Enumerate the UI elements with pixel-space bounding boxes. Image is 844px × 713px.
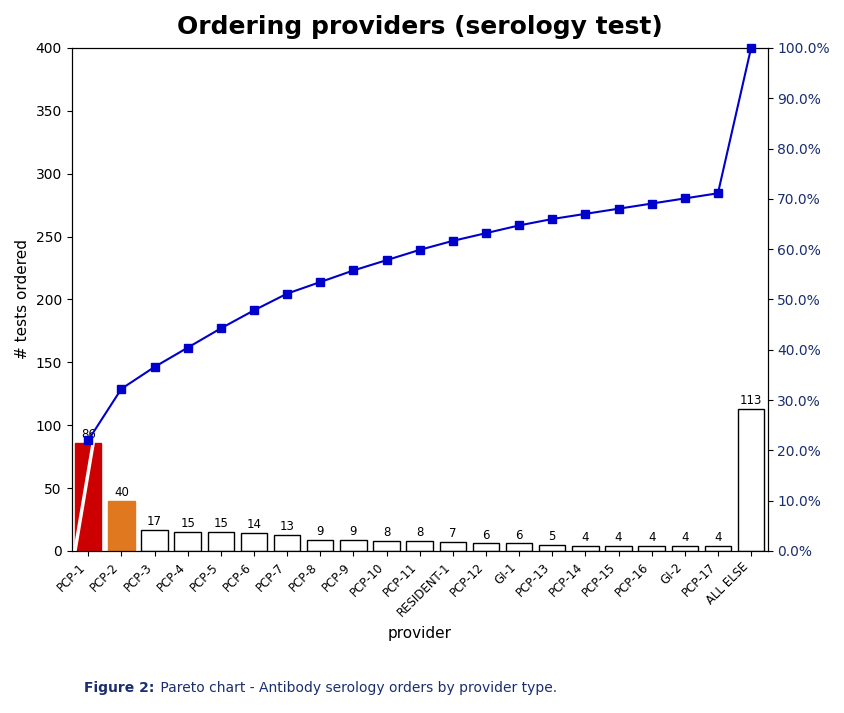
Bar (241, 533, 267, 551)
Bar (108, 501, 134, 551)
Text: 86: 86 (81, 428, 95, 441)
Bar (439, 542, 466, 551)
Text: 9: 9 (316, 525, 323, 538)
Bar (637, 546, 664, 551)
Text: 4: 4 (647, 531, 655, 544)
Text: 4: 4 (581, 531, 588, 544)
Text: Figure 2:: Figure 2: (84, 681, 154, 695)
Text: 8: 8 (415, 526, 423, 539)
Text: 40: 40 (114, 486, 128, 499)
Bar (75, 443, 101, 551)
Text: 8: 8 (382, 526, 390, 539)
Text: 13: 13 (279, 520, 295, 533)
Bar (141, 530, 168, 551)
Bar (273, 535, 300, 551)
Title: Ordering providers (serology test): Ordering providers (serology test) (176, 15, 662, 39)
Text: 113: 113 (739, 394, 761, 407)
Bar (604, 546, 631, 551)
X-axis label: provider: provider (387, 626, 452, 641)
Bar (306, 540, 333, 551)
Text: 17: 17 (147, 515, 162, 528)
Text: Pareto chart - Antibody serology orders by provider type.: Pareto chart - Antibody serology orders … (156, 681, 557, 695)
Bar (737, 409, 764, 551)
Bar (208, 532, 234, 551)
Bar (406, 541, 432, 551)
Bar (506, 543, 532, 551)
Text: 15: 15 (180, 517, 195, 530)
Text: 15: 15 (213, 517, 228, 530)
Bar (174, 532, 201, 551)
Bar (373, 541, 399, 551)
Bar (704, 546, 730, 551)
Y-axis label: # tests ordered: # tests ordered (15, 240, 30, 359)
Text: 4: 4 (680, 531, 688, 544)
Bar (339, 540, 366, 551)
Bar (571, 546, 598, 551)
Text: 5: 5 (548, 530, 555, 543)
Text: 9: 9 (349, 525, 357, 538)
Text: 6: 6 (515, 528, 522, 542)
Bar (671, 546, 697, 551)
Bar (538, 545, 565, 551)
Text: 7: 7 (448, 528, 456, 540)
Bar (472, 543, 499, 551)
Text: 6: 6 (482, 528, 490, 542)
Text: 14: 14 (246, 518, 261, 531)
Text: 4: 4 (713, 531, 721, 544)
Text: 4: 4 (614, 531, 621, 544)
